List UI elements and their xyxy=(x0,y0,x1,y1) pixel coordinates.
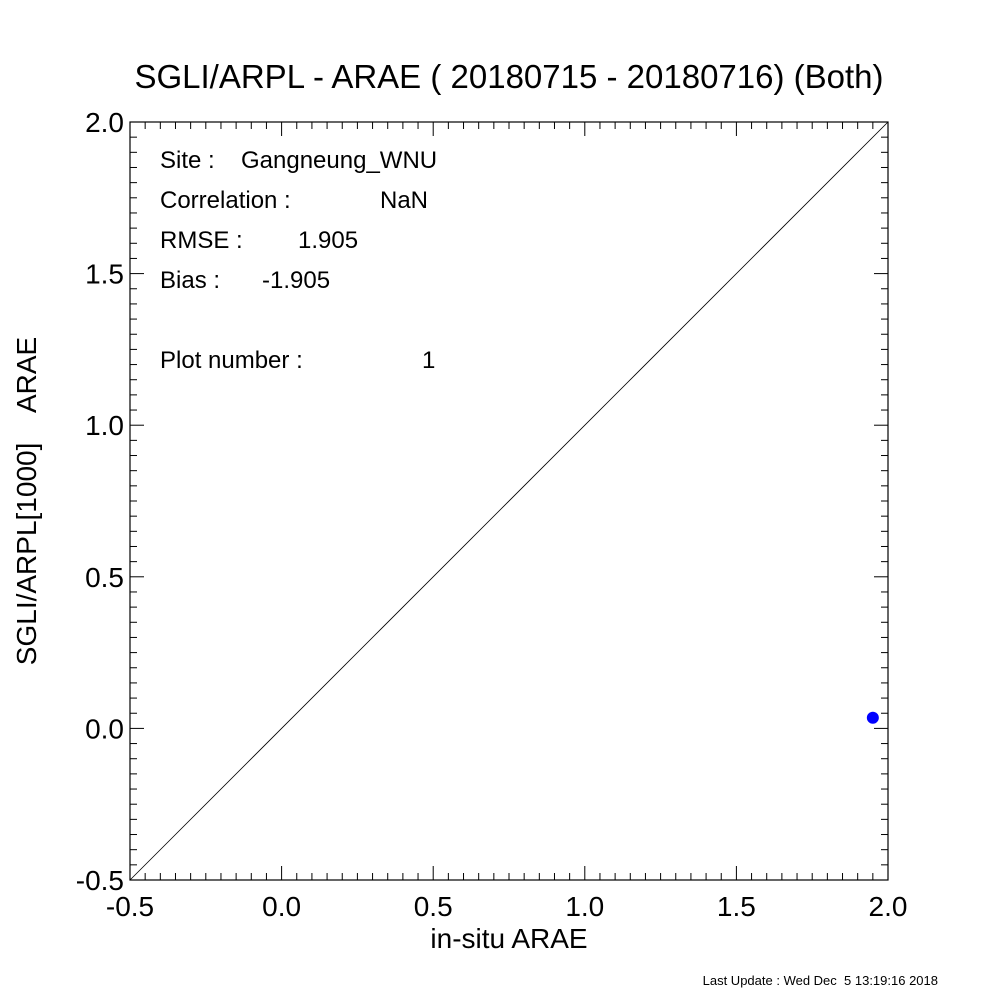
data-point xyxy=(866,711,879,724)
x-tick-label: 1.0 xyxy=(565,891,604,922)
correlation-label: Correlation : xyxy=(160,187,291,214)
x-axis-label: in-situ ARAE xyxy=(430,923,587,954)
chart-title: SGLI/ARPL - ARAE ( 20180715 - 20180716) … xyxy=(134,58,883,95)
y-tick-label: 1.5 xyxy=(85,259,124,290)
y-tick-labels: -0.5 0.0 0.5 1.0 1.5 2.0 xyxy=(76,107,124,896)
data-points xyxy=(866,711,879,724)
site-label: Site : xyxy=(160,147,215,174)
last-update-footer: Last Update : Wed Dec 5 13:19:16 2018 xyxy=(703,973,938,988)
x-tick-label: 0.5 xyxy=(414,891,453,922)
y-tick-label: 0.0 xyxy=(85,713,124,744)
plot-number-label: Plot number : xyxy=(160,347,303,374)
x-tick-label: 1.5 xyxy=(717,891,756,922)
y-tick-label: -0.5 xyxy=(76,865,124,896)
bias-value: -1.905 xyxy=(262,267,330,294)
y-axis-label: SGLI/ARPL[1000] ARAE xyxy=(11,337,42,665)
x-tick-labels: -0.5 0.0 0.5 1.0 1.5 2.0 xyxy=(106,891,908,922)
y-tick-label: 0.5 xyxy=(85,562,124,593)
x-tick-label: -0.5 xyxy=(106,891,154,922)
site-value: Gangneung_WNU xyxy=(241,147,437,174)
plot-number-value: 1 xyxy=(422,347,435,374)
rmse-value: 1.905 xyxy=(298,227,358,254)
x-tick-label: 2.0 xyxy=(869,891,908,922)
correlation-value: NaN xyxy=(380,187,428,214)
y-tick-label: 2.0 xyxy=(85,107,124,138)
x-tick-label: 0.0 xyxy=(262,891,301,922)
y-tick-label: 1.0 xyxy=(85,410,124,441)
rmse-label: RMSE : xyxy=(160,227,243,254)
one-to-one-line xyxy=(129,121,889,881)
bias-label: Bias : xyxy=(160,267,220,294)
stats-annotation: Site : Gangneung_WNU Correlation : NaN R… xyxy=(160,147,437,374)
plot-frame xyxy=(129,121,889,881)
axis-ticks xyxy=(129,121,889,881)
